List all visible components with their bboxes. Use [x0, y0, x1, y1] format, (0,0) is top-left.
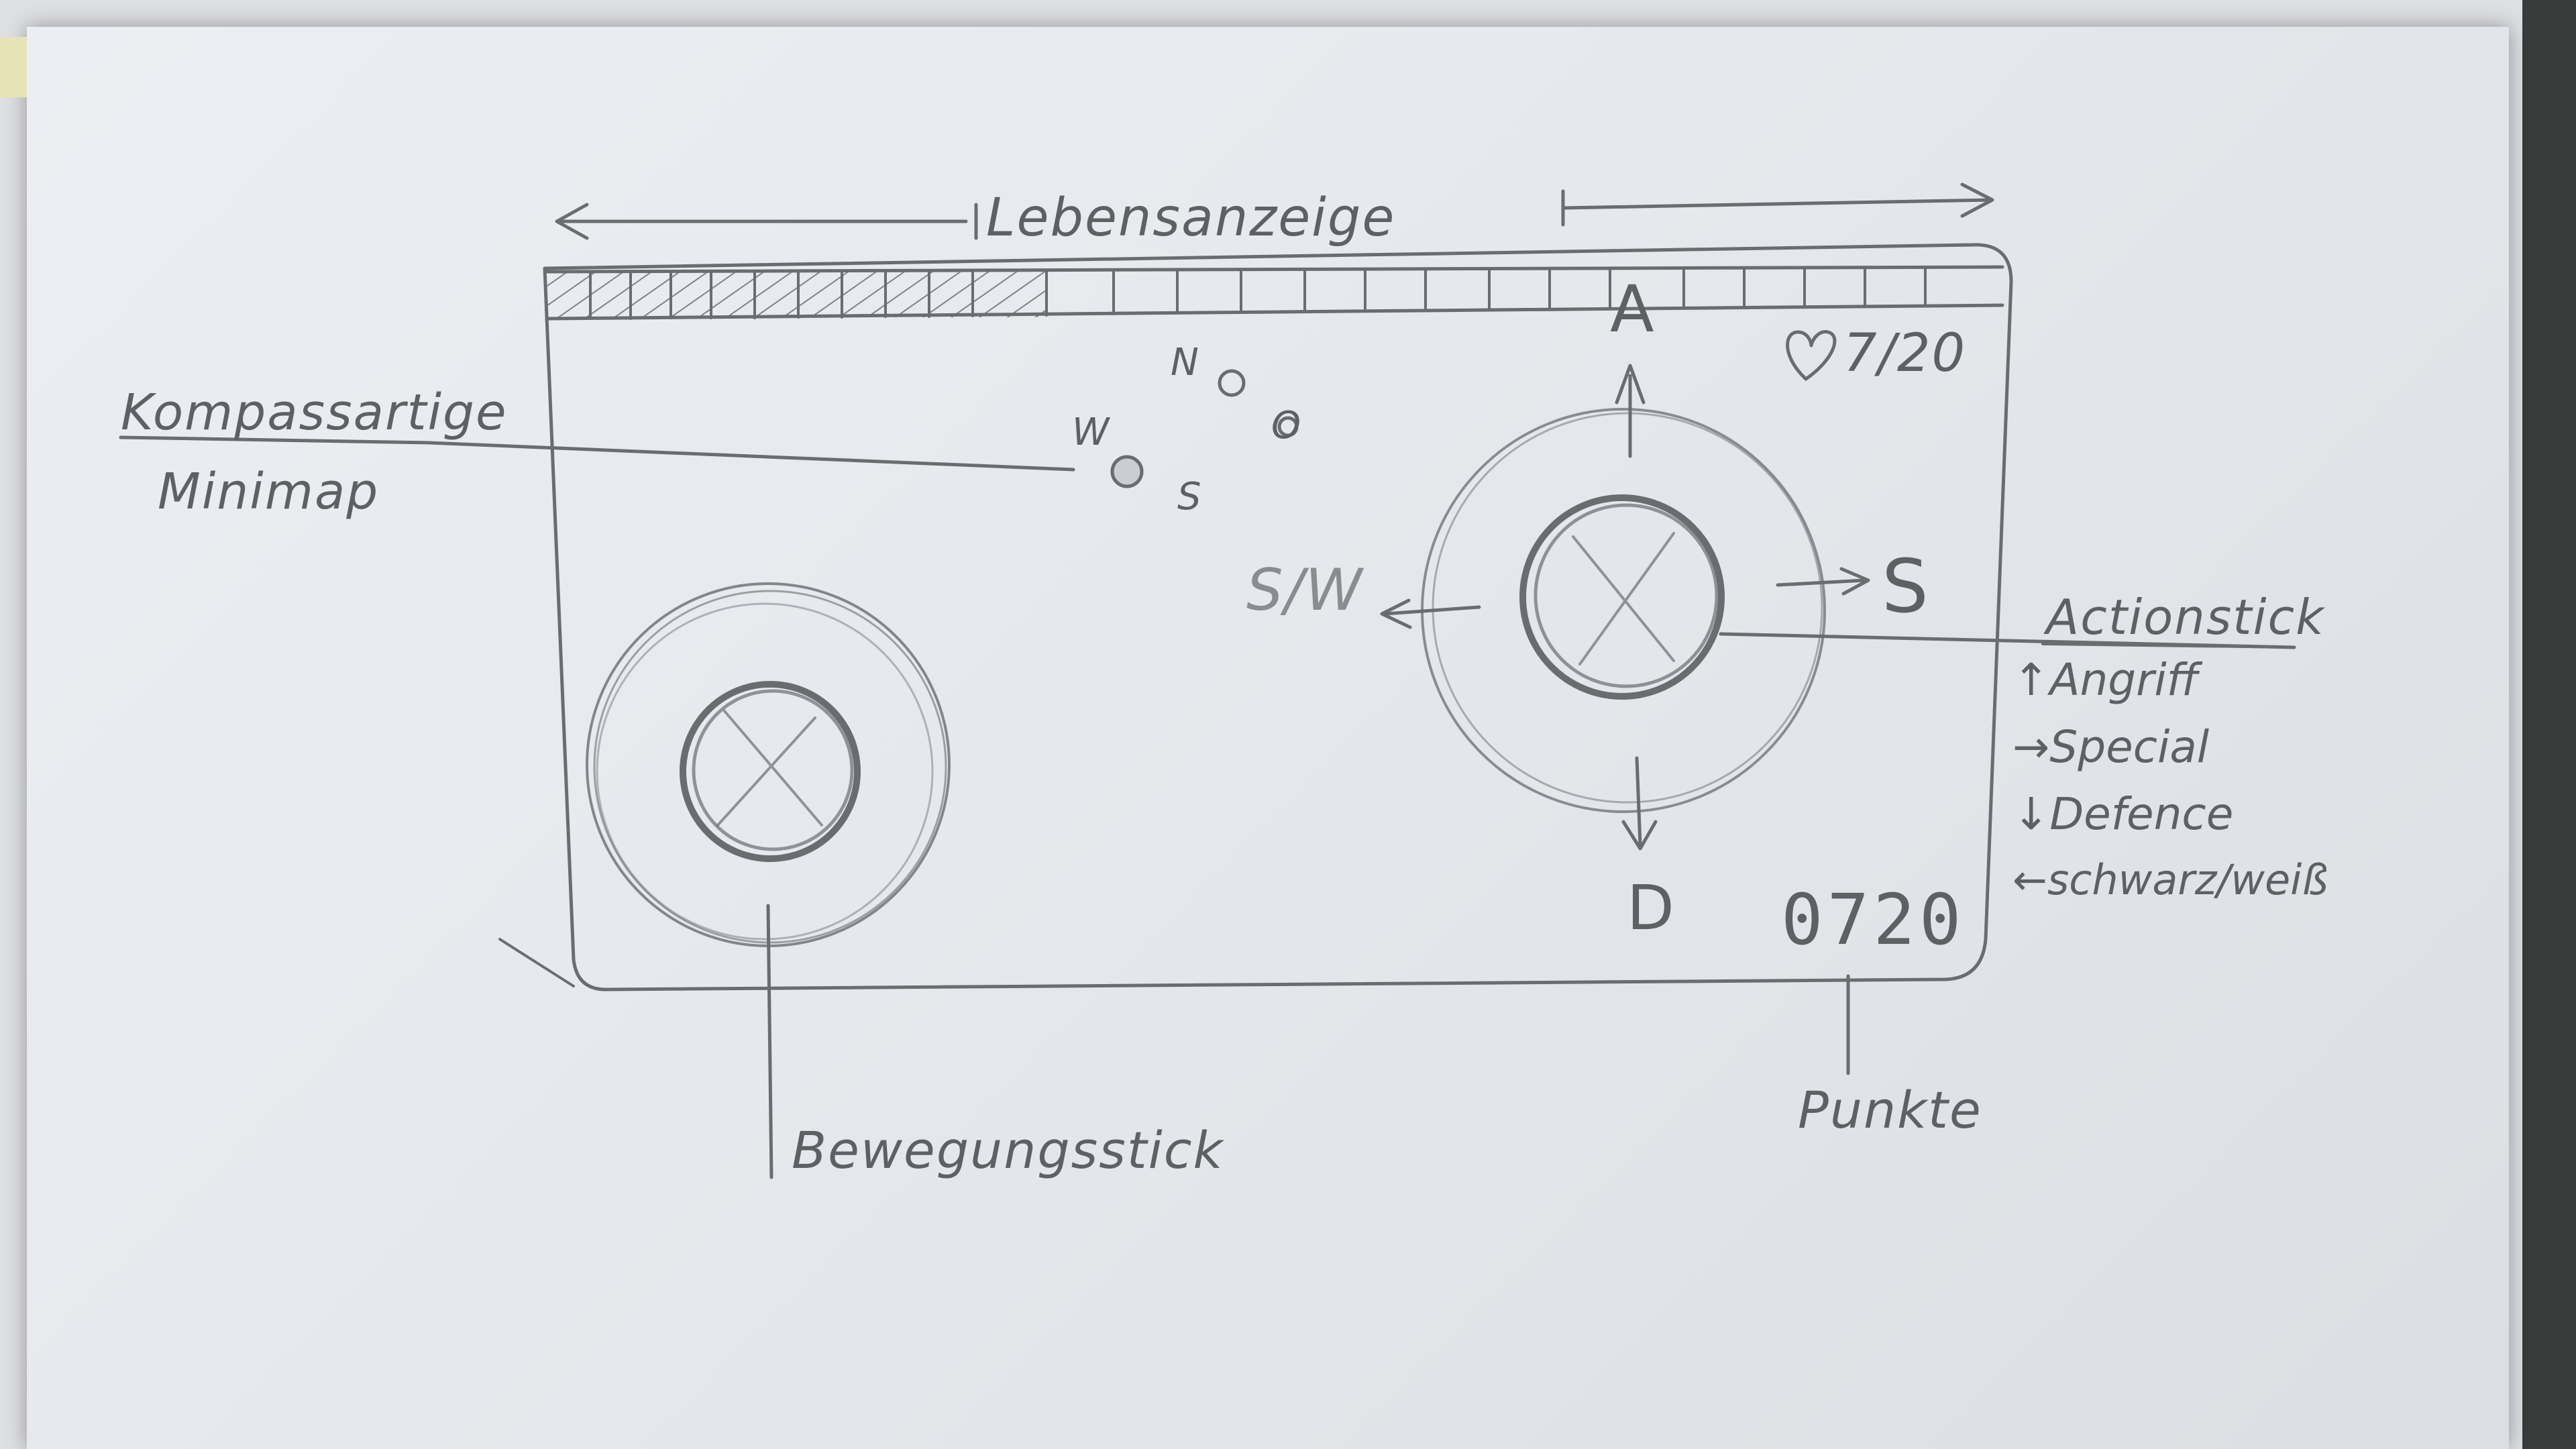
action-stick[interactable]	[1421, 408, 1826, 813]
action-down-label: D	[1627, 872, 1676, 944]
compass-west: W	[1072, 411, 1111, 454]
compass-north: N	[1171, 341, 1200, 384]
heart-health-value: 7/20	[1843, 323, 1967, 384]
compass-minimap	[1110, 369, 1299, 488]
action-legend-text: Special	[2049, 721, 2210, 773]
arrow-right-icon: →	[2012, 721, 2050, 773]
action-label-underline	[2041, 643, 2296, 649]
minimap-label-underline	[119, 436, 431, 444]
action-legend-attack: ↑Angriff	[2012, 654, 2198, 706]
paper-sheet	[27, 27, 2509, 1449]
health-span-arrows	[555, 182, 1994, 240]
points-label: Punkte	[1798, 1080, 1982, 1140]
action-legend-text: Angriff	[2049, 654, 2199, 706]
action-legend-defence: ↓Defence	[2012, 788, 2233, 840]
health-bar	[545, 265, 2004, 321]
action-left-label: S/W	[1246, 557, 1364, 624]
minimap-label-line1: Kompassartige	[121, 384, 508, 441]
minimap-label-line2: Minimap	[158, 463, 380, 521]
movement-stick[interactable]	[586, 582, 951, 947]
screen-frame	[543, 243, 2013, 991]
action-up-label: A	[1610, 272, 1656, 347]
action-right-label: S	[1882, 543, 1930, 629]
movement-stick-label: Bewegungsstick	[792, 1120, 1224, 1180]
sticky-note	[0, 37, 27, 97]
arrow-down-icon: ↓	[2012, 788, 2050, 840]
arrow-left-icon: ←	[2012, 855, 2047, 904]
action-arrows	[1380, 364, 1870, 851]
action-stick-label: Actionstick	[2046, 589, 2325, 645]
action-legend-special: →Special	[2012, 721, 2209, 773]
compass-east: O	[1271, 404, 1303, 447]
action-legend-text: Defence	[2049, 788, 2234, 840]
score-display: 0720	[1781, 879, 1966, 961]
action-legend-text: schwarz/weiß	[2047, 855, 2328, 904]
frame-extra-line	[498, 938, 575, 987]
health-bar-label: Lebensanzeige	[986, 188, 1396, 248]
heart-icon	[1786, 330, 1837, 381]
compass-south: S	[1177, 475, 1203, 519]
movement-pointer	[766, 904, 773, 1179]
action-legend-color: ←schwarz/weiß	[2012, 855, 2328, 904]
arrow-up-icon: ↑	[2012, 654, 2050, 706]
